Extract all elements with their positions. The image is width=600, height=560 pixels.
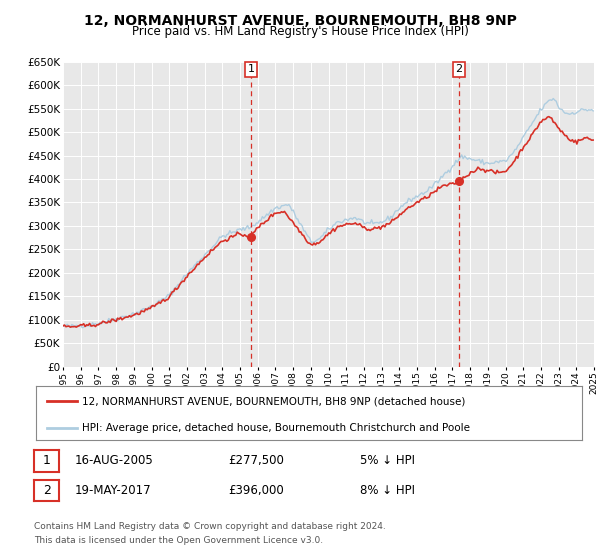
Text: This data is licensed under the Open Government Licence v3.0.: This data is licensed under the Open Gov… xyxy=(34,536,323,545)
Text: 1: 1 xyxy=(248,64,254,74)
Text: 16-AUG-2005: 16-AUG-2005 xyxy=(75,454,154,468)
Text: 2: 2 xyxy=(43,484,51,497)
Text: 2: 2 xyxy=(455,64,463,74)
Text: Contains HM Land Registry data © Crown copyright and database right 2024.: Contains HM Land Registry data © Crown c… xyxy=(34,522,386,531)
Text: 8% ↓ HPI: 8% ↓ HPI xyxy=(360,484,415,497)
Text: HPI: Average price, detached house, Bournemouth Christchurch and Poole: HPI: Average price, detached house, Bour… xyxy=(82,423,470,433)
Text: 12, NORMANHURST AVENUE, BOURNEMOUTH, BH8 9NP: 12, NORMANHURST AVENUE, BOURNEMOUTH, BH8… xyxy=(83,14,517,28)
Text: 19-MAY-2017: 19-MAY-2017 xyxy=(75,484,152,497)
Text: 1: 1 xyxy=(43,454,51,468)
Text: 12, NORMANHURST AVENUE, BOURNEMOUTH, BH8 9NP (detached house): 12, NORMANHURST AVENUE, BOURNEMOUTH, BH8… xyxy=(82,396,466,407)
Text: Price paid vs. HM Land Registry's House Price Index (HPI): Price paid vs. HM Land Registry's House … xyxy=(131,25,469,38)
Text: £396,000: £396,000 xyxy=(228,484,284,497)
Text: £277,500: £277,500 xyxy=(228,454,284,468)
Text: 5% ↓ HPI: 5% ↓ HPI xyxy=(360,454,415,468)
